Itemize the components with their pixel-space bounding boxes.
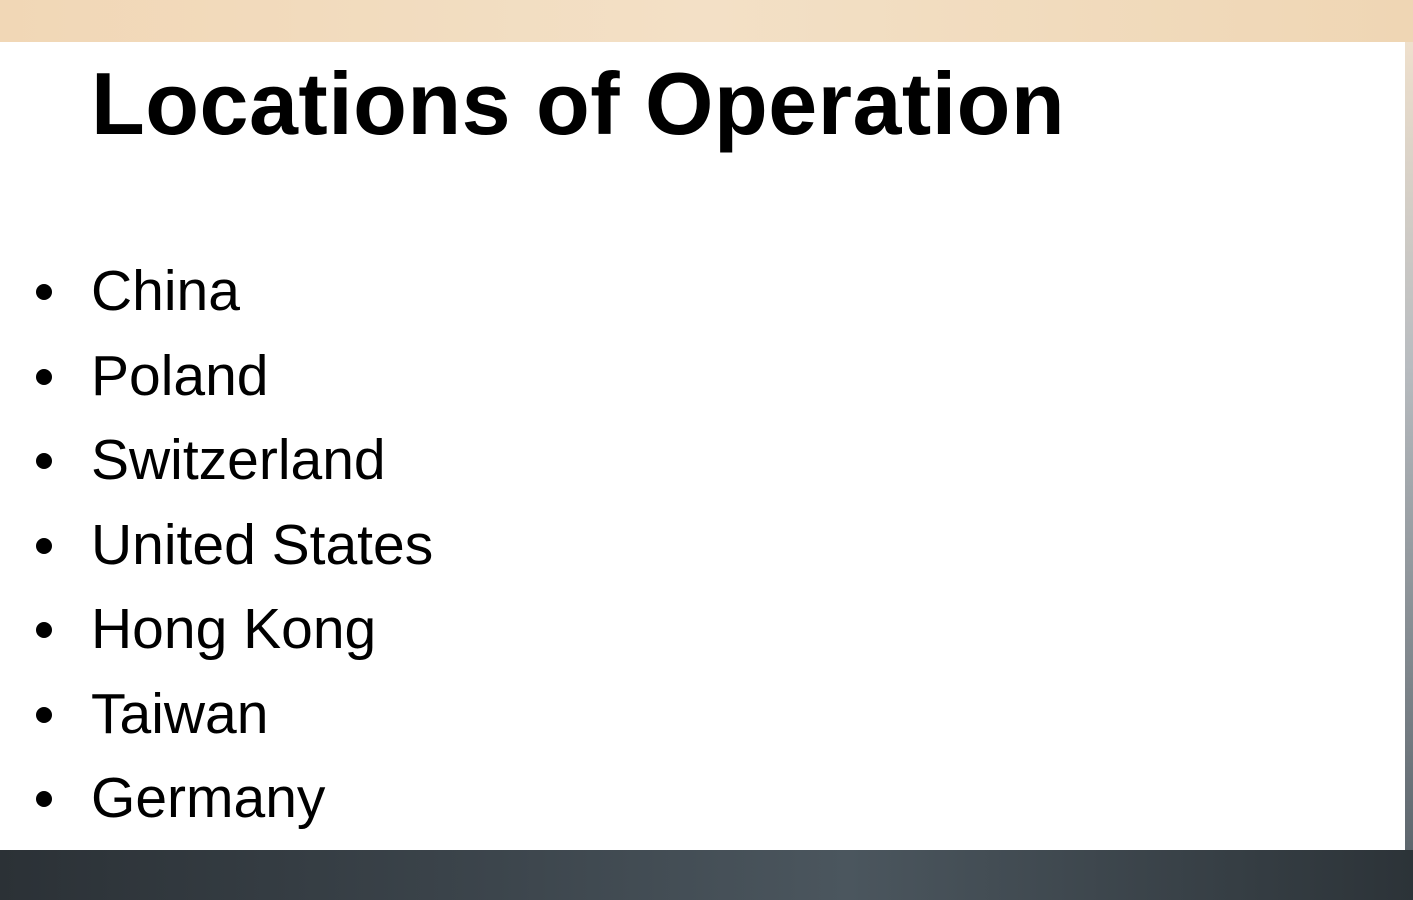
bullet-icon [36,791,52,807]
list-item: Switzerland [0,418,433,503]
list-item: Hong Kong [0,587,433,672]
location-label: United States [91,512,434,577]
desktop-background-top [0,0,1413,42]
location-label: Hong Kong [91,597,377,661]
bullet-icon [36,706,52,723]
list-item: Germany [0,756,433,841]
bullet-icon [36,453,52,469]
location-label: Poland [91,343,269,408]
locations-list: China Poland Switzerland United States H… [0,249,433,841]
location-label: Germany [91,766,326,830]
location-label: China [91,259,240,323]
bullet-icon [36,622,52,638]
location-label: Taiwan [91,681,269,746]
list-item: Poland [0,334,433,419]
list-item: China [0,249,433,334]
document-page: Locations of Operation China Poland Swit… [0,42,1405,850]
bullet-icon [36,284,52,300]
desktop-background-right [1405,42,1413,850]
page-title: Locations of Operation [91,54,1066,153]
bullet-icon [36,368,52,385]
desktop-background-bottom [0,850,1413,900]
list-item: Taiwan [0,672,433,757]
bullet-icon [36,537,52,554]
location-label: Switzerland [91,428,386,492]
list-item: United States [0,503,433,588]
